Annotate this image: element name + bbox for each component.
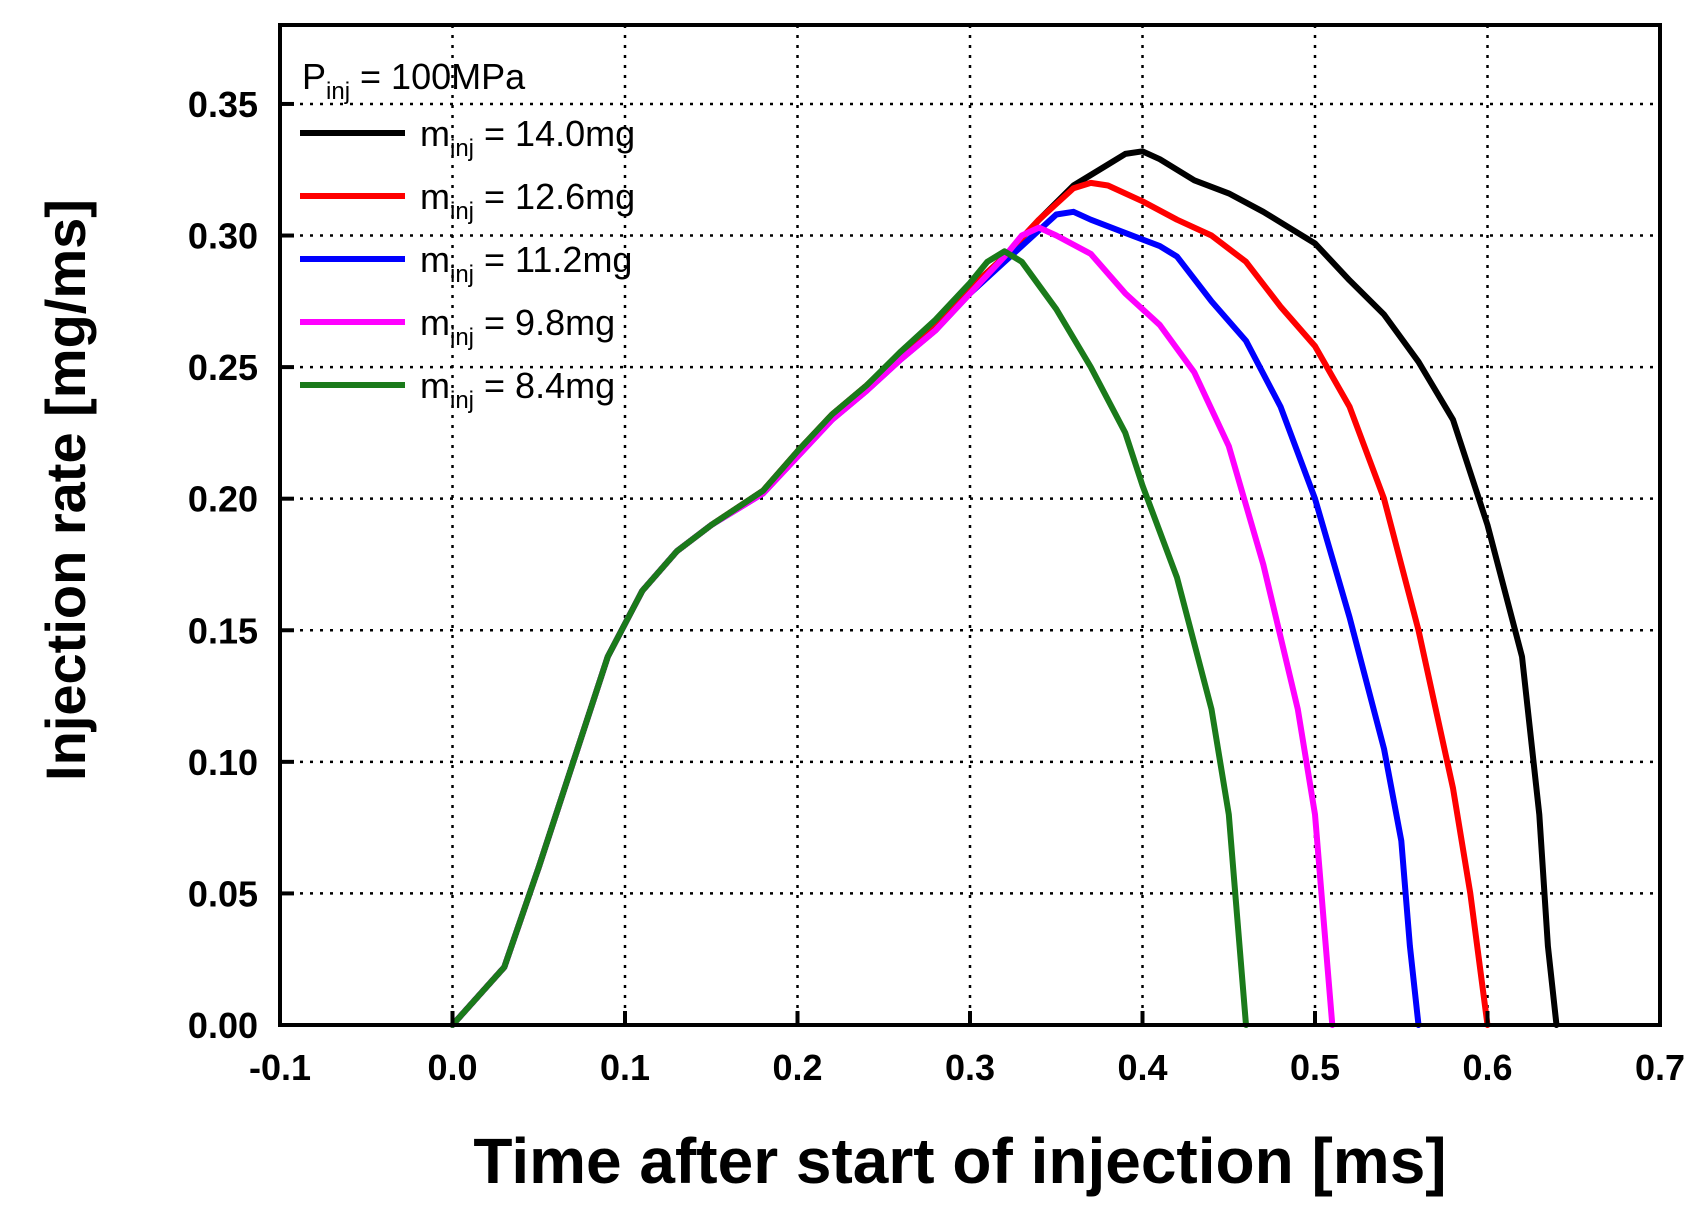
axis-ticks: -0.1 0.0 0.1 0.2 0.3 0.4 0.5 0.6 0.7 0.00 0.05 0.10… <box>188 84 1685 1088</box>
y-tick-label: 0.30 <box>188 216 258 257</box>
x-tick-label: 0.3 <box>945 1047 995 1088</box>
legend-entry-symbol: m <box>420 176 450 217</box>
x-tick-label: 0.6 <box>1462 1047 1512 1088</box>
x-tick-label: 0.5 <box>1290 1047 1340 1088</box>
legend-entry-sub: inj <box>450 198 474 225</box>
legend-header: Pinj = 100MPa <box>302 56 526 105</box>
legend-entry-rest: = 11.2mg <box>474 239 632 280</box>
legend-entry-sub: inj <box>450 324 474 351</box>
legend-entry-symbol: m <box>420 302 450 343</box>
legend-header-rest: = 100MPa <box>350 56 526 97</box>
legend-entry-sub: inj <box>450 135 474 162</box>
legend-entry: minj = 8.4mg <box>420 365 615 414</box>
x-tick-label: -0.1 <box>249 1047 311 1088</box>
legend-entry: minj = 9.8mg <box>420 302 615 351</box>
legend-header-symbol: P <box>302 56 326 97</box>
y-tick-label: 0.15 <box>188 610 258 651</box>
x-tick-label: 0.0 <box>427 1047 477 1088</box>
legend-header-sub: inj <box>326 78 350 105</box>
legend-entry-rest: = 8.4mg <box>474 365 615 406</box>
y-tick-label: 0.05 <box>188 873 258 914</box>
x-tick-label: 0.7 <box>1635 1047 1685 1088</box>
series-lines <box>449 148 1560 1028</box>
y-axis-title: Injection rate [mg/ms] <box>34 199 97 781</box>
y-tick-label: 0.20 <box>188 479 258 520</box>
series-line <box>449 248 1249 1028</box>
series-line <box>449 224 1336 1028</box>
legend-entry: minj = 12.6mg <box>420 176 635 225</box>
y-tick-label: 0.00 <box>188 1005 258 1046</box>
legend-entry-sub: inj <box>450 387 474 414</box>
grid-lines <box>280 25 1660 1025</box>
legend-entry: minj = 14.0mg <box>420 113 635 162</box>
y-tick-label: 0.10 <box>188 742 258 783</box>
legend-entry-rest: = 12.6mg <box>474 176 635 217</box>
x-tick-label: 0.1 <box>600 1047 650 1088</box>
y-tick-label: 0.25 <box>188 347 258 388</box>
legend-entry-sub: inj <box>450 261 474 288</box>
x-axis-title: Time after start of injection [ms] <box>473 1125 1446 1197</box>
legend-entry: minj = 11.2mg <box>420 239 632 288</box>
x-tick-label: 0.4 <box>1117 1047 1167 1088</box>
legend-entry-rest: = 9.8mg <box>474 302 615 343</box>
x-tick-label: 0.2 <box>772 1047 822 1088</box>
legend-entry-symbol: m <box>420 113 450 154</box>
legend-entry-symbol: m <box>420 365 450 406</box>
legend-entry-rest: = 14.0mg <box>474 113 635 154</box>
y-tick-label: 0.35 <box>188 84 258 125</box>
legend-entry-symbol: m <box>420 239 450 280</box>
